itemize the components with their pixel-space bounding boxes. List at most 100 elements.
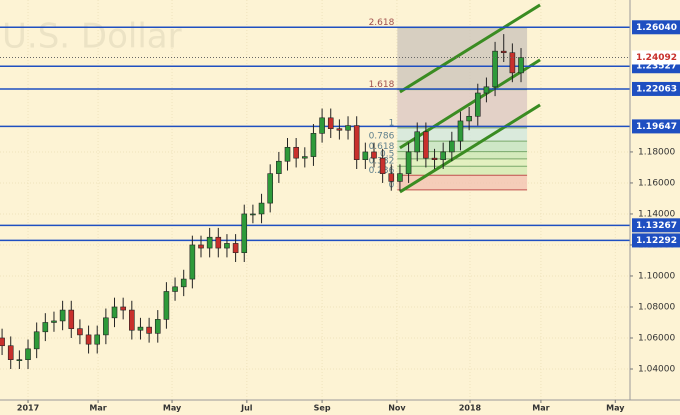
candle-body [284,146,291,162]
candle-body [250,213,256,216]
candle-body [103,317,109,336]
level-tag [632,218,680,233]
candle-body [371,151,377,159]
candle-body [77,328,83,336]
candle-body [163,291,170,320]
candle-body [154,319,161,334]
fib-label: 2.618 [369,18,395,28]
candle-body [120,306,126,311]
candle-body [310,133,317,157]
level-label: 1.19647 [636,122,677,132]
candle-body [0,337,5,347]
fib-label: 0.5 [380,149,394,159]
y-tick-label: 1.04000 [638,364,675,374]
candle-body [388,173,395,182]
x-tick-label: Mar [532,404,549,413]
candle-body [457,120,464,142]
candle-body [379,157,386,174]
fib-zone [397,158,528,167]
candle-body [500,50,507,54]
candle-body [327,117,334,129]
candle-body [129,309,135,331]
candle-body [353,125,360,160]
candle-body [206,236,213,249]
x-tick-label: May [606,404,625,413]
candle-body [414,131,421,153]
candle-body [301,156,308,159]
candle-body [172,286,178,292]
fib-label: 1 [389,118,395,128]
level-label: 1.22063 [636,84,677,94]
candle-body [111,306,118,319]
candle-body [189,244,196,280]
x-tick-label: 2017 [17,404,39,413]
level-label: 1.12292 [636,236,677,246]
candle-body [137,326,144,331]
x-tick-label: Mar [89,404,106,413]
candle-body [466,115,472,122]
fib-zone [397,175,528,190]
plot-layer [0,3,630,369]
candle-body [362,151,369,160]
level-label: 1.26040 [636,23,677,33]
level-tag [632,81,680,96]
level-tag [632,119,680,134]
channel-line [399,3,541,94]
candle-body [293,146,299,159]
candle-body [25,348,31,360]
candle-body [319,117,325,134]
axis-layer: 1.040001.060001.080001.100001.120001.140… [17,20,680,413]
level-tag [632,20,680,35]
x-tick-label: May [163,404,182,413]
candle-body [85,334,92,345]
candle-body [449,140,455,153]
candle-body [474,92,481,117]
level-tag [632,233,680,248]
candle-body [215,236,222,249]
candle-body [241,213,248,254]
candle-body [423,131,429,159]
y-tick-label: 1.16000 [638,178,675,188]
candle-body [405,151,412,174]
level-label: 1.23527 [636,62,677,72]
candle-body [509,52,516,74]
candle-body [440,151,446,160]
x-tick-label: Sep [314,404,331,413]
candle-body [94,334,101,345]
channel-line [399,103,541,194]
candle-body [276,160,282,174]
fib-zone [397,151,528,159]
last-price-tag [632,50,680,65]
candle-body [345,125,351,131]
y-tick-label: 1.08000 [638,302,675,312]
x-tick-label: 2018 [459,404,482,413]
candle-body [336,128,343,131]
x-tick-label: Nov [388,404,406,413]
y-tick-label: 1.18000 [638,147,675,157]
candle-body [51,320,57,323]
candle-body [180,278,187,288]
fib-label: 1.618 [369,80,395,90]
candle-body [492,50,498,88]
candle-body [483,86,490,94]
candle-body [232,243,239,254]
candle-body [224,243,230,249]
candle-body [258,202,265,215]
y-tick-label: 1.14000 [638,209,675,219]
level-label: 1.13267 [636,221,677,231]
last-price-label: 1.24092 [636,53,677,63]
candle-body [59,309,66,322]
fib-label: 0.618 [369,142,395,152]
candle-body [7,345,14,360]
watermark: U.S. Dollar [2,17,182,57]
candle-body [16,359,23,361]
candle-body [267,173,273,204]
candle-body [42,322,49,333]
candle-body [198,244,204,249]
candle-body [68,309,75,329]
fib-zone [397,166,528,176]
candle-body [518,57,524,74]
x-tick-label: Jul [240,404,253,413]
